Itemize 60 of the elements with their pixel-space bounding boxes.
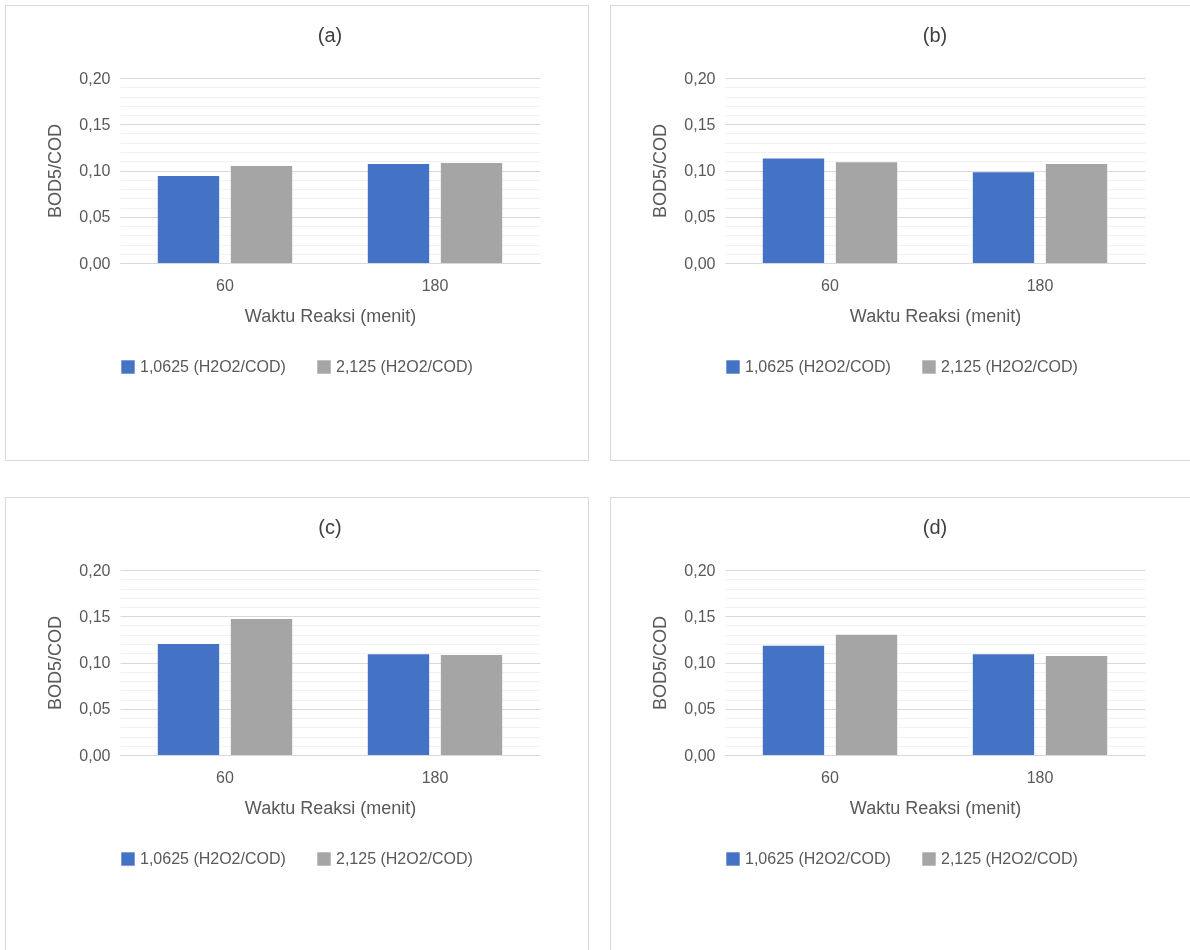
y-axis-title: BOD5/COD (650, 123, 671, 219)
bar (440, 163, 503, 263)
x-axis-title: Waktu Reaksi (menit) (849, 797, 1022, 818)
y-axis-title: BOD5/COD (45, 615, 66, 711)
y-tick-label: 0,05 (684, 208, 716, 226)
x-tick-label: 180 (421, 768, 449, 786)
x-axis-title: Waktu Reaksi (menit) (849, 305, 1022, 326)
y-tick-label: 0,15 (684, 607, 716, 625)
x-tick-label: 60 (216, 768, 234, 786)
x-tick-label: 180 (1026, 276, 1054, 294)
y-tick-label: 0,00 (79, 746, 111, 764)
y-tick-label: 0,05 (79, 700, 111, 718)
bar (762, 158, 825, 263)
x-axis-title: Waktu Reaksi (menit) (244, 305, 417, 326)
bar (157, 644, 220, 755)
legend-label: 1,0625 (H2O2/COD) (140, 850, 286, 867)
chart-title: (b) (922, 24, 948, 46)
legend-label: 2,125 (H2O2/COD) (336, 358, 473, 375)
y-tick-label: 0,00 (79, 254, 111, 272)
chart-title: (d) (922, 516, 948, 538)
y-tick-label: 0,20 (79, 69, 111, 87)
bar (367, 164, 430, 263)
y-tick-label: 0,10 (79, 654, 111, 671)
y-tick-label: 0,20 (79, 561, 111, 579)
y-axis-title: BOD5/COD (650, 615, 671, 711)
bar (367, 654, 430, 755)
x-axis-title: Waktu Reaksi (menit) (244, 797, 417, 818)
y-tick-label: 0,10 (684, 162, 716, 179)
bar (835, 162, 898, 263)
y-tick-label: 0,15 (79, 607, 111, 625)
legend-label: 2,125 (H2O2/COD) (941, 358, 1078, 375)
x-tick-label: 60 (821, 768, 839, 786)
chart-title: (c) (318, 516, 342, 538)
bar (440, 655, 503, 755)
x-tick-label: 60 (821, 276, 839, 294)
y-tick-label: 0,15 (684, 115, 716, 133)
y-tick-label: 0,10 (79, 162, 111, 179)
bar (230, 165, 293, 263)
y-tick-label: 0,15 (79, 115, 111, 133)
legend-label: 1,0625 (H2O2/COD) (745, 358, 891, 375)
y-tick-label: 0,00 (684, 746, 716, 764)
x-tick-label: 60 (216, 276, 234, 294)
chart-title: (a) (317, 24, 343, 46)
legend-label: 1,0625 (H2O2/COD) (140, 358, 286, 375)
legend-label: 2,125 (H2O2/COD) (336, 850, 473, 867)
legend-label: 1,0625 (H2O2/COD) (745, 850, 891, 867)
x-tick-label: 180 (421, 276, 449, 294)
x-tick-label: 180 (1026, 768, 1054, 786)
legend-label: 2,125 (H2O2/COD) (941, 850, 1078, 867)
y-tick-label: 0,05 (79, 208, 111, 226)
y-tick-label: 0,00 (684, 254, 716, 272)
bar (230, 619, 293, 755)
y-tick-label: 0,05 (684, 700, 716, 718)
bar (972, 172, 1035, 263)
y-axis-title: BOD5/COD (45, 123, 66, 219)
bar (1045, 164, 1108, 263)
y-tick-label: 0,20 (684, 561, 716, 579)
bar (157, 176, 220, 263)
y-tick-label: 0,20 (684, 69, 716, 87)
y-tick-label: 0,10 (684, 654, 716, 671)
